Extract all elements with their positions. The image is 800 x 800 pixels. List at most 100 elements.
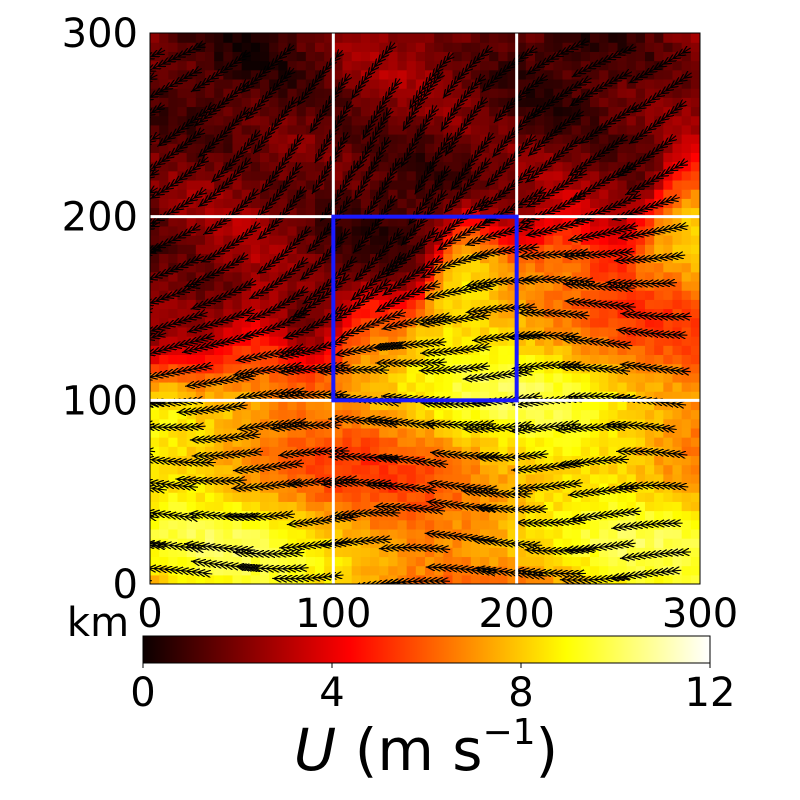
heatmap-cell xyxy=(599,262,609,273)
heatmap-cell xyxy=(241,189,252,199)
heatmap-cell xyxy=(379,482,389,493)
heatmap-cell xyxy=(388,437,399,447)
streamline xyxy=(232,463,305,470)
y-tick-label: 200 xyxy=(62,195,138,241)
heatmap-cell xyxy=(370,235,380,245)
heatmap-cell xyxy=(452,244,463,254)
heatmap-cell xyxy=(278,473,289,484)
heatmap-cell xyxy=(443,565,454,576)
heatmap-cell xyxy=(645,170,655,181)
heatmap-cell xyxy=(232,336,243,346)
heatmap-cell xyxy=(590,78,600,89)
heatmap-cell xyxy=(177,381,188,392)
streamline xyxy=(350,43,395,100)
heatmap-cell xyxy=(553,317,564,328)
heatmap-cell xyxy=(315,308,325,319)
heatmap-cell xyxy=(690,528,700,539)
heatmap-cell xyxy=(315,326,325,337)
heatmap-cell xyxy=(342,437,353,447)
heatmap-cell xyxy=(186,391,197,401)
heatmap-cell xyxy=(205,235,215,245)
heatmap-cell xyxy=(461,510,472,521)
heatmap-cell xyxy=(562,437,573,447)
heatmap-cell xyxy=(150,280,160,291)
heatmap-cell xyxy=(159,547,169,558)
heatmap-cell xyxy=(195,501,206,512)
heatmap-cell xyxy=(324,455,334,466)
heatmap-cell xyxy=(360,492,371,502)
heatmap-cell xyxy=(626,409,637,420)
heatmap-cell xyxy=(388,244,399,254)
heatmap-cell xyxy=(195,372,206,383)
heatmap-cell xyxy=(635,290,646,300)
heatmap-cell xyxy=(296,501,307,512)
heatmap-cell xyxy=(489,473,499,484)
heatmap-cell xyxy=(654,528,664,539)
heatmap-cell xyxy=(223,42,234,52)
heatmap-cell xyxy=(663,565,674,576)
heatmap-cell xyxy=(415,60,426,71)
heatmap-cell xyxy=(498,78,509,89)
heatmap-cell xyxy=(360,547,371,558)
heatmap-cell xyxy=(205,33,215,43)
heatmap-cell xyxy=(690,501,700,512)
heatmap-cell xyxy=(260,556,270,567)
heatmap-cell xyxy=(351,317,362,328)
heatmap-cell xyxy=(305,464,316,475)
heatmap-cell xyxy=(232,60,243,71)
heatmap-cell xyxy=(214,198,224,209)
heatmap-cell xyxy=(388,97,399,108)
heatmap-cell xyxy=(342,115,353,126)
heatmap-cell xyxy=(278,519,289,530)
heatmap-cell xyxy=(351,271,362,282)
heatmap-cell xyxy=(360,33,371,43)
heatmap-cell xyxy=(645,216,655,227)
heatmap-cell xyxy=(654,280,664,291)
heatmap-cell xyxy=(672,244,683,254)
heatmap-cell xyxy=(324,33,334,43)
heatmap-cell xyxy=(406,547,417,558)
heatmap-cell xyxy=(470,51,481,62)
heatmap-cell xyxy=(544,299,554,310)
heatmap-cell xyxy=(452,299,463,310)
heatmap-cell xyxy=(553,501,564,512)
heatmap-cell xyxy=(544,33,554,43)
heatmap-cell xyxy=(250,170,261,181)
heatmap-cell xyxy=(562,538,573,548)
heatmap-cell xyxy=(223,345,234,356)
streamline xyxy=(620,313,692,316)
heatmap-cell xyxy=(305,372,316,383)
heatmap-cell xyxy=(305,482,316,493)
heatmap-cell xyxy=(168,88,179,98)
heatmap-cell xyxy=(608,308,619,319)
heatmap-cell xyxy=(663,235,674,245)
heatmap-cell xyxy=(535,354,545,365)
heatmap-cell xyxy=(489,262,499,273)
heatmap-cell xyxy=(498,280,509,291)
heatmap-cell xyxy=(608,60,619,71)
heatmap-cell xyxy=(150,363,160,374)
heatmap-cell xyxy=(590,326,600,337)
heatmap-cell xyxy=(186,565,197,576)
heatmap-cell xyxy=(580,179,591,190)
heatmap-cell xyxy=(635,78,646,89)
heatmap-cell xyxy=(360,97,371,108)
heatmap-cell xyxy=(415,152,426,163)
heatmap-cell xyxy=(278,33,289,43)
heatmap-cell xyxy=(388,336,399,346)
heatmap-cell xyxy=(590,244,600,254)
heatmap-cell xyxy=(434,115,444,126)
heatmap-cell xyxy=(315,97,325,108)
heatmap-cell xyxy=(260,400,270,411)
streamline xyxy=(375,342,447,348)
heatmap-cell xyxy=(654,42,664,52)
heatmap-cell xyxy=(177,42,188,52)
heatmap-cell xyxy=(324,400,334,411)
heatmap-cell xyxy=(241,60,252,71)
heatmap-cell xyxy=(443,97,454,108)
heatmap-cell xyxy=(553,115,564,126)
heatmap-cell xyxy=(269,336,279,346)
heatmap-cell xyxy=(397,78,408,89)
streamline xyxy=(619,552,692,559)
streamline xyxy=(476,507,548,510)
